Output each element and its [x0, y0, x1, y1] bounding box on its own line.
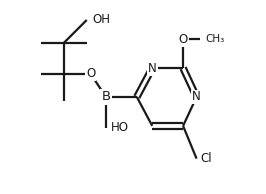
Text: HO: HO: [111, 121, 129, 134]
Text: O: O: [86, 67, 95, 80]
Text: OH: OH: [93, 13, 111, 26]
Text: Cl: Cl: [200, 152, 212, 165]
Text: N: N: [148, 62, 157, 75]
Text: B: B: [101, 90, 111, 104]
Text: O: O: [178, 33, 188, 46]
Text: N: N: [192, 90, 201, 104]
Text: CH₃: CH₃: [205, 34, 225, 44]
